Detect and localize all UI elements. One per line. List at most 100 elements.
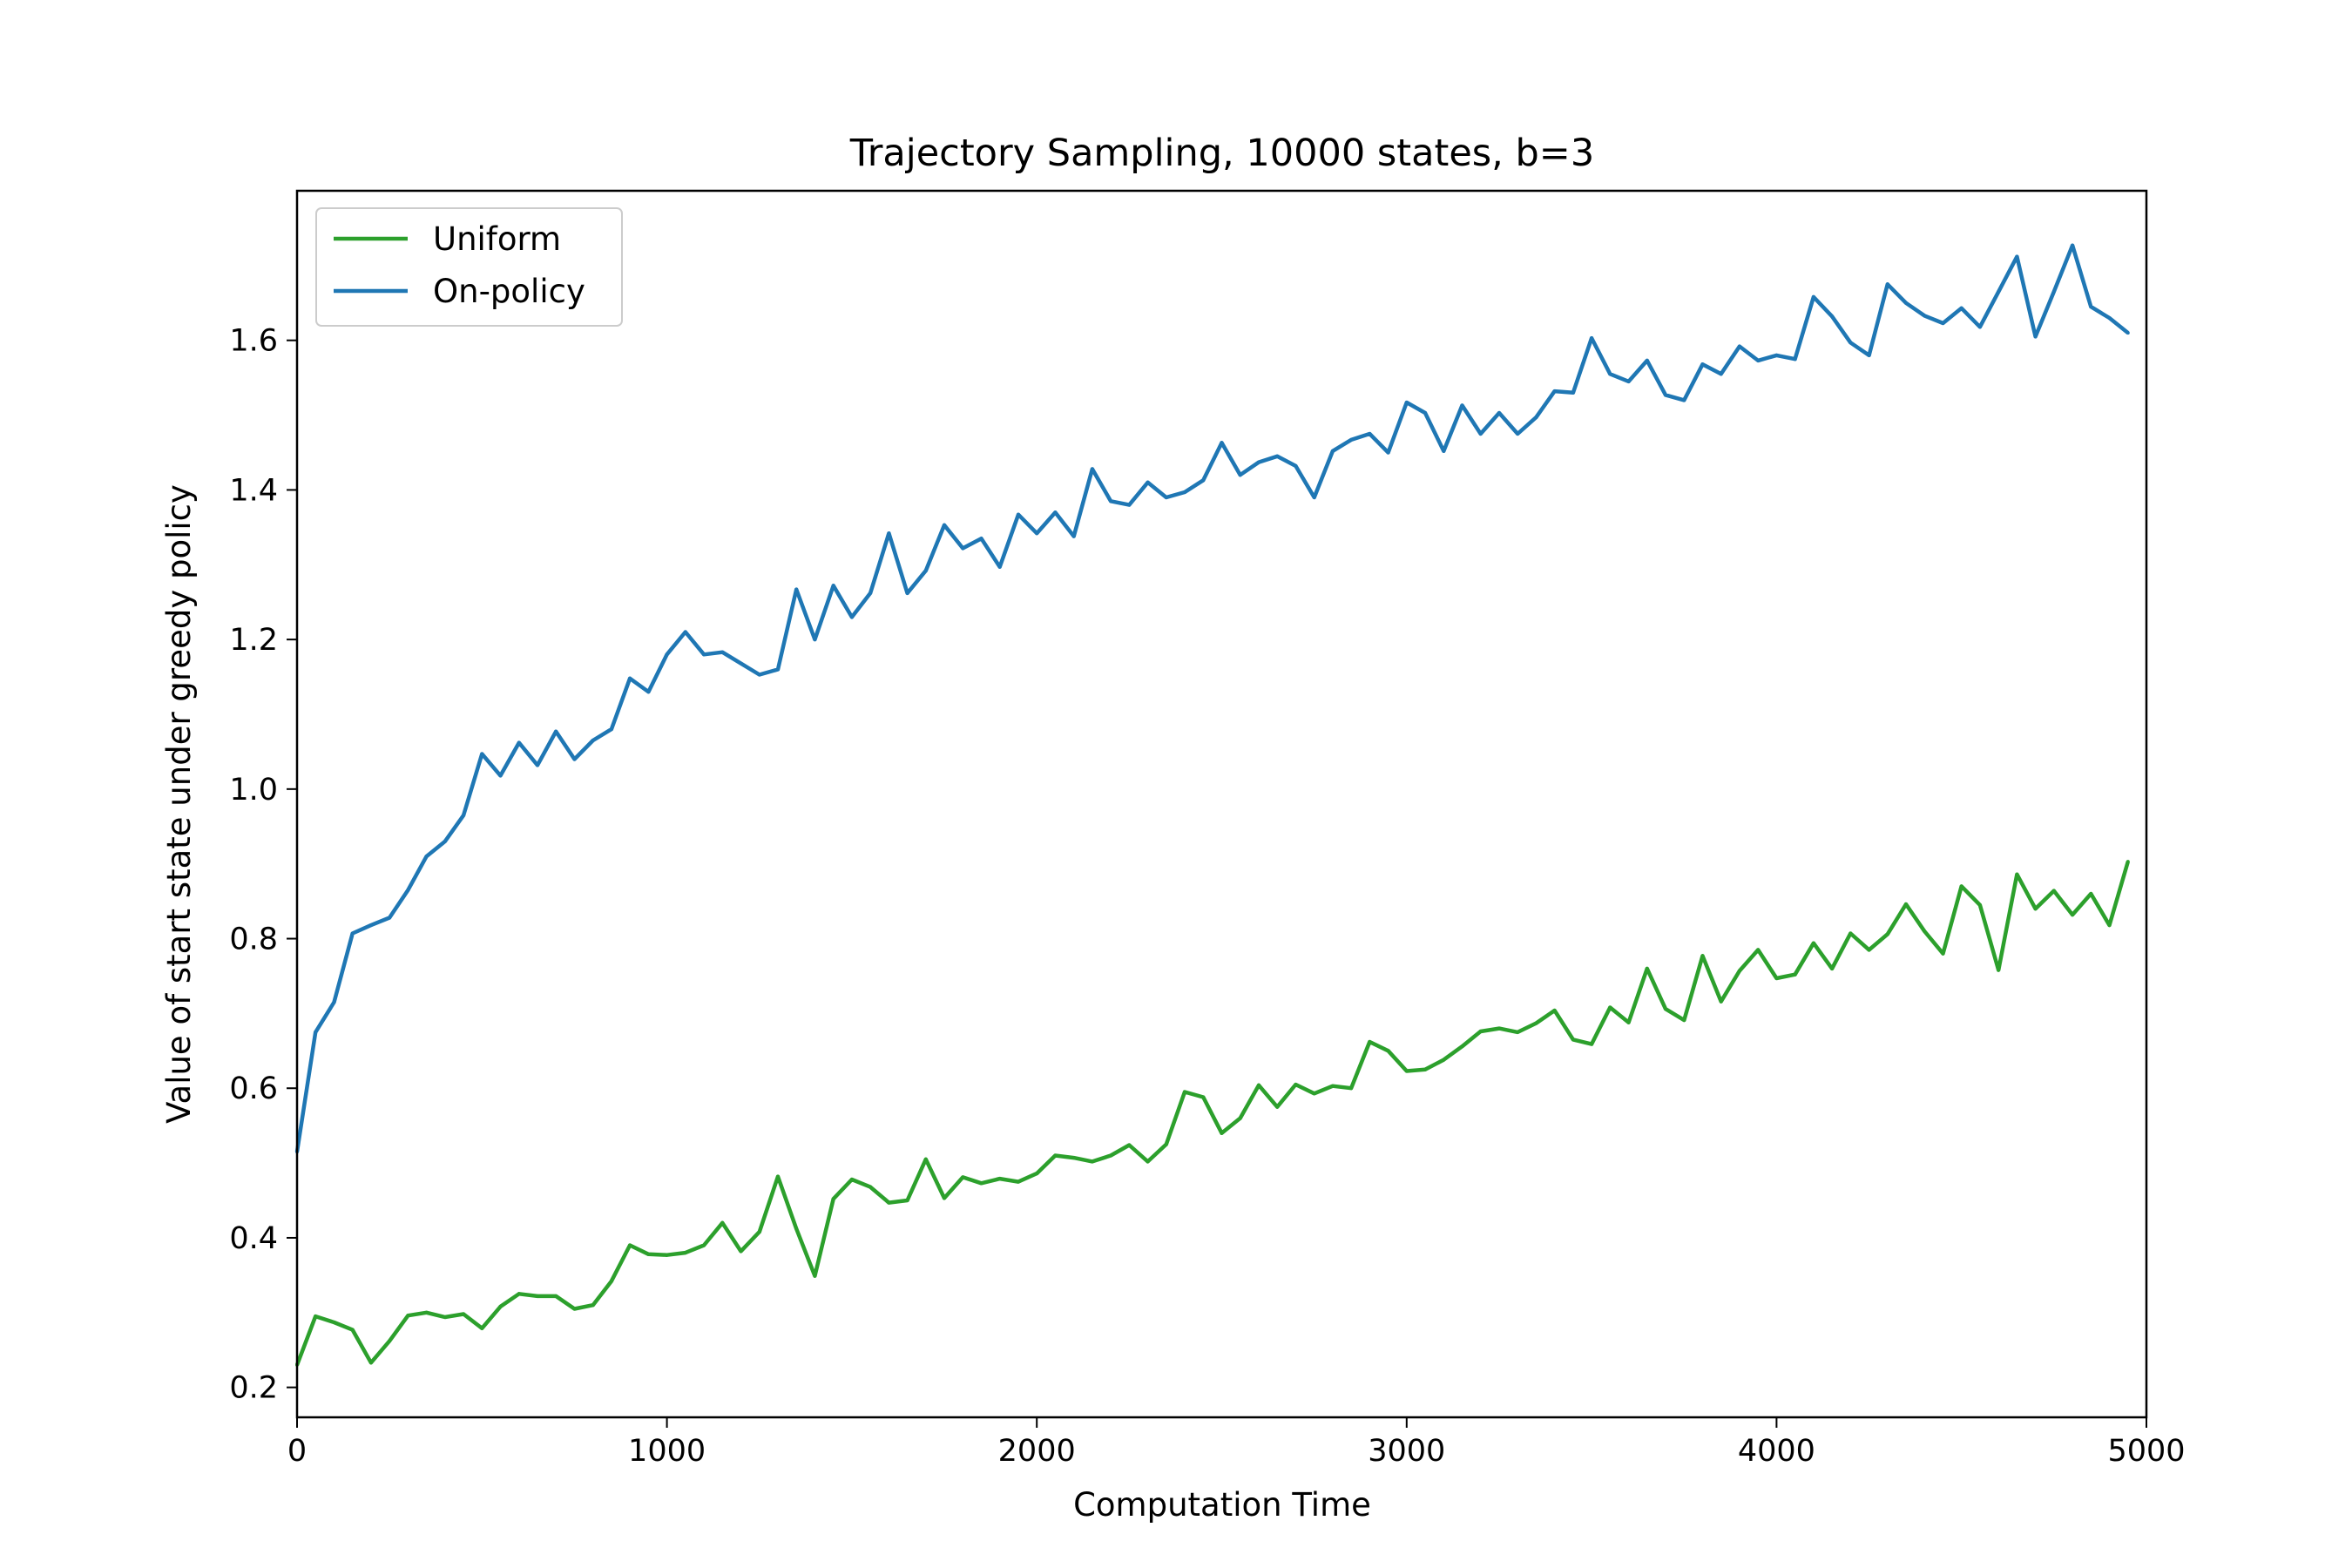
data-point-on-policy <box>2051 289 2056 294</box>
data-point-on-policy <box>406 888 410 892</box>
data-point-on-policy <box>1516 432 1520 436</box>
data-point-uniform <box>1071 1156 1076 1160</box>
data-point-on-policy <box>1257 460 1260 464</box>
data-point-on-policy <box>350 931 355 936</box>
chart-title: Trajectory Sampling, 10000 states, b=3 <box>849 132 1594 175</box>
x-tick-label: 1000 <box>628 1434 706 1469</box>
data-point-on-policy <box>1941 321 1945 325</box>
data-point-uniform <box>1885 932 1889 936</box>
data-point-uniform <box>1571 1037 1575 1042</box>
data-point-on-policy <box>1664 393 1667 397</box>
data-point-uniform <box>739 1249 743 1254</box>
data-point-uniform <box>1774 977 1779 980</box>
data-point-on-policy <box>1017 512 1020 517</box>
legend: Uniform On-policy <box>315 207 623 327</box>
data-point-on-policy <box>1183 490 1186 494</box>
x-axis: 0 1000 2000 3000 4000 5000 <box>287 1417 2186 1469</box>
data-point-uniform <box>923 1157 928 1161</box>
data-point-on-policy <box>1626 379 1631 383</box>
data-point-uniform <box>961 1175 965 1179</box>
data-point-on-policy <box>554 729 558 733</box>
data-point-uniform <box>1830 966 1835 970</box>
data-point-on-policy <box>1590 336 1594 341</box>
data-point-on-policy <box>2107 316 2112 320</box>
data-point-uniform <box>1941 951 1945 956</box>
data-point-on-policy <box>868 591 873 595</box>
x-axis-label: Computation Time <box>1073 1486 1371 1524</box>
data-point-uniform <box>332 1321 336 1324</box>
data-point-uniform <box>572 1307 577 1311</box>
data-point-uniform <box>831 1197 835 1201</box>
data-point-uniform <box>1257 1083 1260 1087</box>
data-point-uniform <box>979 1181 983 1186</box>
x-tick-label: 3000 <box>1368 1434 1445 1469</box>
data-point-uniform <box>868 1185 873 1189</box>
data-point-on-policy <box>1035 531 1039 536</box>
data-point-on-policy <box>517 740 521 745</box>
data-point-uniform <box>1959 884 1963 889</box>
data-point-uniform <box>1793 972 1797 977</box>
data-point-uniform <box>1349 1086 1354 1091</box>
data-point-on-policy <box>1404 401 1409 404</box>
data-point-on-policy <box>665 652 669 657</box>
data-point-on-policy <box>462 813 466 817</box>
data-point-uniform <box>1201 1095 1206 1099</box>
data-point-uniform <box>1719 999 1723 1004</box>
y-tick-label: 0.8 <box>229 923 278 957</box>
data-point-on-policy <box>831 584 835 588</box>
data-point-on-policy <box>2015 254 2019 259</box>
series-points-uniform <box>295 860 2130 1367</box>
data-point-uniform <box>628 1243 632 1247</box>
series-line-uniform <box>294 861 2130 1366</box>
data-point-uniform <box>1164 1142 1168 1146</box>
data-point-uniform <box>1386 1049 1390 1053</box>
data-point-on-policy <box>683 630 687 634</box>
data-point-on-policy <box>961 546 965 551</box>
data-point-on-policy <box>536 763 539 767</box>
data-point-uniform <box>1275 1105 1280 1109</box>
data-point-on-policy <box>628 676 632 680</box>
data-point-on-policy <box>720 650 725 654</box>
x-tick-label: 5000 <box>2107 1434 2185 1469</box>
data-point-on-policy <box>923 569 928 573</box>
data-point-on-policy <box>1164 496 1168 499</box>
data-point-on-policy <box>1737 344 1741 348</box>
data-point-uniform <box>720 1220 725 1225</box>
data-point-uniform <box>2015 872 2019 876</box>
data-point-on-policy <box>997 564 1002 569</box>
data-point-uniform <box>1497 1026 1501 1031</box>
data-point-uniform <box>368 1361 373 1365</box>
series-line-on-policy <box>294 243 2130 1152</box>
data-point-uniform <box>388 1339 392 1343</box>
data-point-uniform <box>1146 1159 1150 1164</box>
data-point-uniform <box>1552 1009 1557 1012</box>
data-point-on-policy <box>776 667 780 672</box>
data-point-on-policy <box>1719 372 1723 376</box>
data-point-uniform <box>1127 1143 1132 1147</box>
data-point-on-policy <box>1848 341 1853 345</box>
data-point-uniform <box>1017 1179 1020 1184</box>
data-point-uniform <box>1904 902 1908 906</box>
data-point-on-policy <box>1053 510 1058 515</box>
data-point-uniform <box>943 1196 946 1200</box>
data-point-uniform <box>776 1174 780 1179</box>
data-point-on-policy <box>1330 449 1335 453</box>
data-point-uniform <box>1053 1153 1058 1158</box>
data-point-uniform <box>1220 1131 1224 1135</box>
data-point-uniform <box>702 1243 706 1247</box>
data-point-uniform <box>1682 1018 1686 1023</box>
data-point-uniform <box>905 1199 909 1202</box>
data-point-on-policy <box>1368 432 1372 436</box>
data-point-uniform <box>480 1326 484 1330</box>
data-point-on-policy <box>1977 325 1982 329</box>
y-tick-label: 1.0 <box>229 773 278 808</box>
data-point-uniform <box>1756 948 1761 952</box>
data-point-on-policy <box>424 855 429 859</box>
data-point-on-policy <box>1608 372 1612 376</box>
data-point-on-policy <box>1645 358 1649 362</box>
data-point-uniform <box>1312 1092 1316 1096</box>
data-point-on-policy <box>388 916 392 920</box>
data-point-uniform <box>424 1310 429 1315</box>
data-point-uniform <box>536 1294 539 1298</box>
